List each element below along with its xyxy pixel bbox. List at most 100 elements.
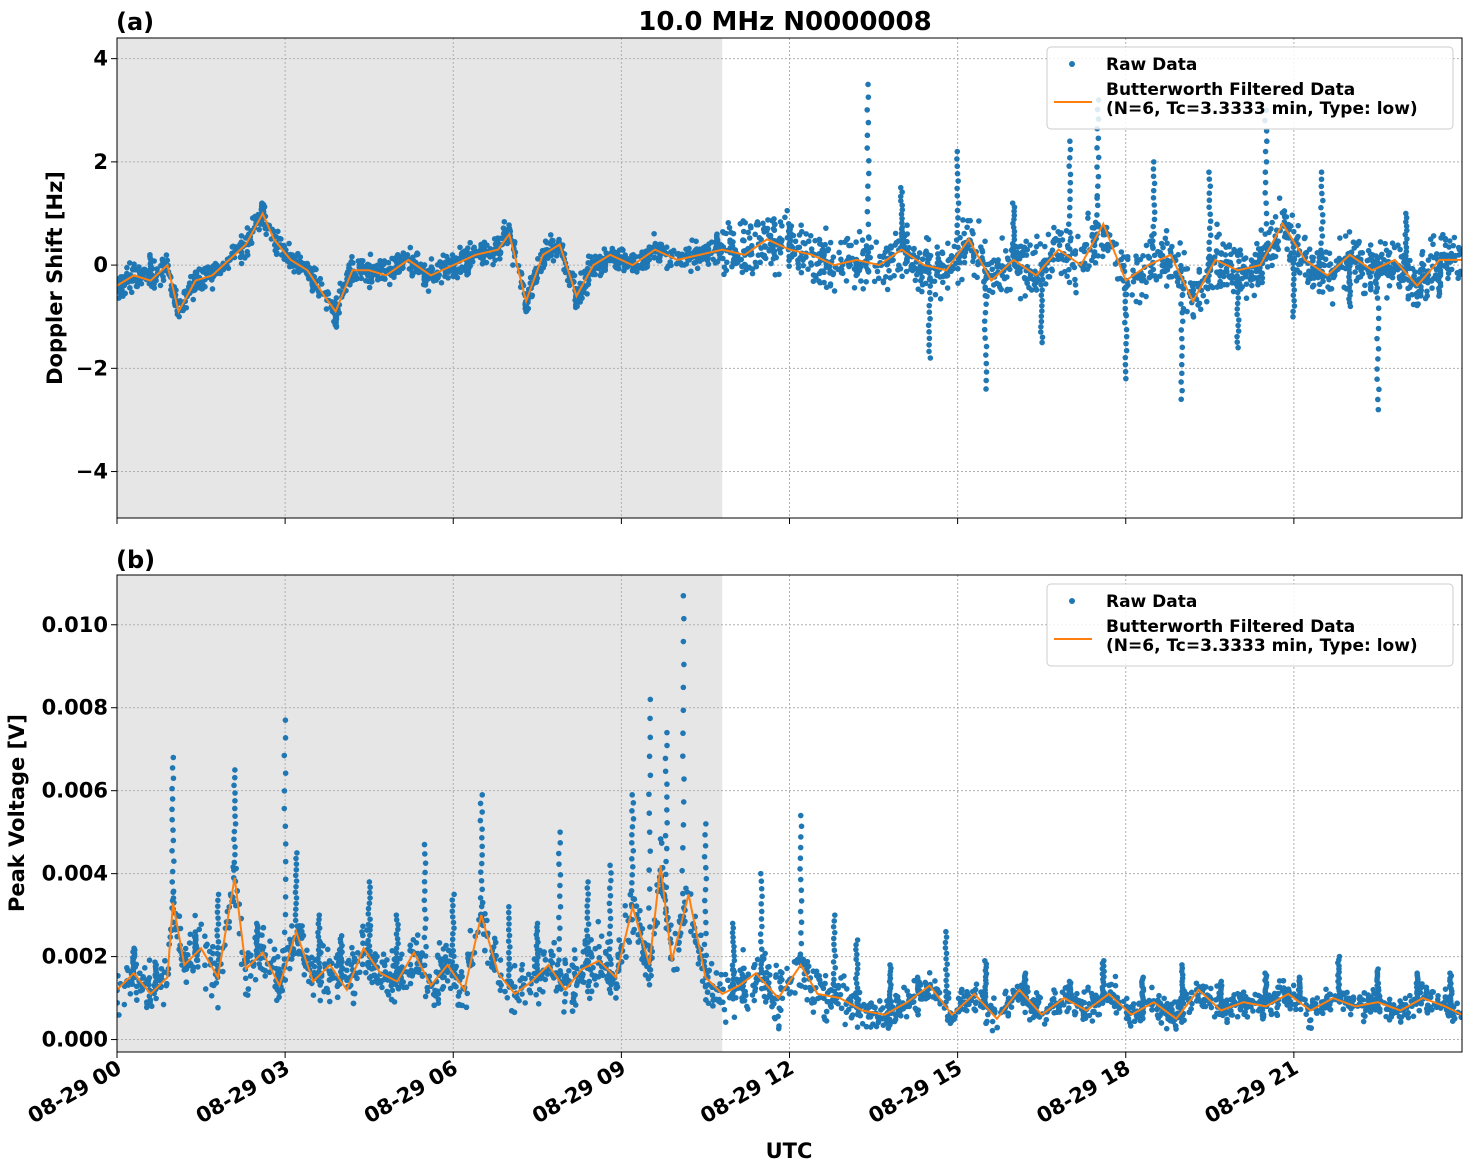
raw-data-point	[936, 989, 943, 996]
raw-data-point	[1039, 334, 1046, 341]
raw-data-point	[1123, 347, 1130, 354]
raw-data-point	[1442, 236, 1449, 243]
raw-data-point	[407, 244, 414, 251]
raw-data-point	[1207, 232, 1214, 239]
raw-data-point	[663, 244, 670, 251]
raw-data-point	[1156, 992, 1162, 999]
raw-data-point	[904, 222, 910, 229]
raw-data-point	[1089, 1018, 1096, 1024]
raw-data-point	[409, 973, 416, 979]
raw-data-point	[1039, 276, 1046, 283]
raw-data-point	[926, 270, 932, 276]
raw-data-point	[1166, 259, 1173, 266]
raw-data-point	[1074, 990, 1080, 997]
raw-data-point	[955, 200, 962, 206]
raw-data-point	[742, 262, 749, 268]
raw-data-point	[651, 255, 657, 261]
raw-data-point	[1034, 233, 1040, 240]
raw-data-point	[1234, 311, 1240, 318]
raw-data-point	[767, 241, 774, 247]
raw-data-point	[1418, 287, 1424, 294]
raw-data-point	[1362, 282, 1368, 289]
raw-data-point	[749, 266, 756, 272]
raw-data-point	[1064, 273, 1070, 280]
raw-data-point	[1121, 319, 1128, 326]
raw-data-point	[1318, 240, 1324, 246]
raw-data-point	[776, 271, 782, 278]
raw-data-point	[651, 230, 657, 237]
raw-data-point	[1418, 292, 1424, 299]
raw-data-point	[853, 239, 859, 245]
y-tick-label: 0	[93, 253, 108, 277]
raw-data-point	[1112, 982, 1119, 989]
raw-data-point	[1234, 333, 1240, 340]
raw-data-point	[359, 257, 366, 264]
raw-data-point	[983, 377, 990, 384]
raw-data-point	[954, 222, 960, 229]
raw-data-point	[934, 244, 940, 250]
raw-data-point	[1045, 273, 1052, 280]
raw-data-point	[1303, 249, 1310, 256]
raw-data-point	[771, 250, 777, 256]
raw-data-point	[121, 1001, 128, 1008]
raw-data-point	[799, 228, 805, 235]
raw-data-point	[1377, 239, 1384, 245]
raw-data-point	[380, 261, 387, 268]
raw-data-point	[1374, 257, 1380, 263]
raw-data-point	[1419, 251, 1425, 258]
raw-data-point	[978, 244, 984, 250]
raw-data-point	[708, 239, 715, 245]
raw-data-point	[1357, 273, 1364, 280]
raw-data-point	[1374, 335, 1380, 342]
raw-data-point	[999, 235, 1005, 241]
raw-data-point	[927, 315, 933, 322]
raw-data-point	[389, 947, 396, 954]
raw-data-point	[827, 269, 834, 276]
raw-data-point	[630, 251, 637, 258]
raw-data-point	[897, 184, 904, 191]
raw-data-point	[1375, 315, 1382, 322]
raw-data-point	[1190, 314, 1197, 320]
raw-data-point	[831, 288, 838, 294]
raw-data-point	[1179, 335, 1185, 342]
raw-data-point	[954, 185, 960, 192]
raw-data-point	[1351, 245, 1358, 251]
raw-data-point	[1178, 283, 1185, 290]
raw-data-point	[359, 262, 365, 269]
raw-data-point	[366, 284, 373, 291]
raw-data-point	[1403, 244, 1410, 251]
raw-data-point	[1329, 301, 1336, 307]
raw-data-point	[1290, 292, 1297, 299]
y-tick-label: 4	[93, 47, 108, 71]
raw-data-point	[1072, 250, 1078, 256]
raw-data-point	[1184, 308, 1190, 315]
raw-data-point	[865, 81, 871, 88]
raw-data-point	[1242, 255, 1249, 261]
raw-data-point	[892, 230, 899, 237]
raw-data-point	[363, 969, 369, 976]
raw-data-point	[1429, 285, 1435, 291]
raw-data-point	[490, 251, 497, 258]
raw-data-point	[141, 266, 148, 273]
raw-data-point	[1255, 279, 1262, 285]
raw-data-point	[1022, 293, 1028, 299]
raw-data-point	[360, 923, 366, 930]
raw-data-point	[807, 232, 814, 239]
raw-data-point	[983, 369, 990, 375]
raw-data-point	[1368, 255, 1374, 262]
raw-data-point	[798, 254, 804, 261]
raw-data-point	[1024, 246, 1031, 253]
raw-data-point	[1158, 240, 1165, 247]
raw-data-point	[1050, 239, 1057, 246]
raw-data-point	[1386, 996, 1393, 1003]
raw-data-point	[865, 94, 872, 100]
raw-data-point	[955, 265, 961, 272]
raw-data-point	[926, 342, 932, 348]
raw-data-point	[1178, 327, 1185, 333]
raw-data-point	[288, 956, 295, 962]
raw-data-point	[1140, 272, 1147, 279]
raw-data-point	[1003, 288, 1010, 294]
raw-data-point	[782, 214, 788, 221]
raw-data-point	[856, 228, 863, 235]
raw-data-point	[1122, 298, 1129, 305]
